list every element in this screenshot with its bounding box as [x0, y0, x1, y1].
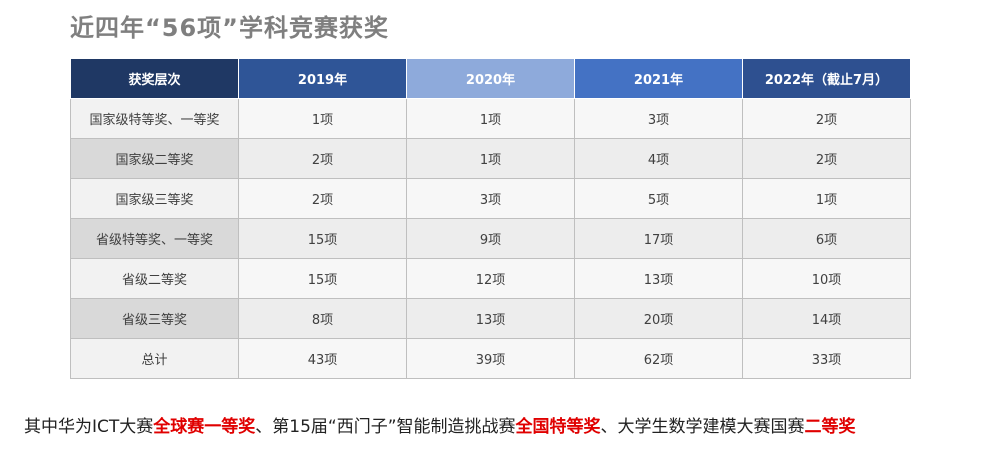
data-cell: 3项 — [406, 178, 575, 219]
table-row: 总计 43项 39项 62项 33项 — [70, 338, 911, 379]
data-cell: 15项 — [238, 258, 407, 299]
data-cell: 14项 — [742, 298, 911, 339]
data-cell: 20项 — [574, 298, 743, 339]
data-cell: 2项 — [238, 178, 407, 219]
data-cell: 3项 — [574, 98, 743, 139]
data-cell: 2项 — [742, 98, 911, 139]
table-row: 省级三等奖 8项 13项 20项 14项 — [70, 298, 911, 339]
data-cell: 1项 — [406, 138, 575, 179]
header-row: 获奖层次 2019年 2020年 2021年 2022年（截止7月） — [70, 58, 911, 99]
data-cell: 5项 — [574, 178, 743, 219]
table-row: 国家级二等奖 2项 1项 4项 2项 — [70, 138, 911, 179]
data-cell: 2项 — [742, 138, 911, 179]
data-cell: 15项 — [238, 218, 407, 259]
data-cell: 4项 — [574, 138, 743, 179]
highlight-text: 二等奖 — [804, 417, 856, 437]
footer-text: 、大学生数学建模大赛国赛 — [600, 417, 805, 437]
page-title: 近四年“56项”学科竞赛获奖 — [70, 14, 389, 42]
footer-note: 其中华为ICT大赛全球赛一等奖、第15届“西门子”智能制造挑战赛全国特等奖、大学… — [24, 412, 856, 437]
data-cell: 1项 — [742, 178, 911, 219]
header-cell: 2020年 — [406, 58, 575, 99]
highlight-text: 全国特等奖 — [515, 417, 601, 437]
header-cell: 2022年（截止7月） — [742, 58, 911, 99]
highlight-text: 全球赛一等奖 — [153, 417, 256, 437]
table-row: 省级特等奖、一等奖 15项 9项 17项 6项 — [70, 218, 911, 259]
header-cell: 2021年 — [574, 58, 743, 99]
data-cell: 10项 — [742, 258, 911, 299]
data-cell: 2项 — [238, 138, 407, 179]
data-cell: 12项 — [406, 258, 575, 299]
row-label: 国家级三等奖 — [70, 178, 239, 219]
data-cell: 13项 — [574, 258, 743, 299]
row-label: 国家级二等奖 — [70, 138, 239, 179]
data-cell: 1项 — [238, 98, 407, 139]
table-row: 国家级三等奖 2项 3项 5项 1项 — [70, 178, 911, 219]
data-cell: 13项 — [406, 298, 575, 339]
footer-text: 其中华为ICT大赛 — [24, 417, 154, 437]
row-label: 省级三等奖 — [70, 298, 239, 339]
data-cell: 6项 — [742, 218, 911, 259]
header-cell: 获奖层次 — [70, 58, 239, 99]
data-cell: 9项 — [406, 218, 575, 259]
data-cell: 62项 — [574, 338, 743, 379]
row-label: 国家级特等奖、一等奖 — [70, 98, 239, 139]
footer-text: 、第15届“西门子”智能制造挑战赛 — [255, 417, 516, 437]
row-label: 省级二等奖 — [70, 258, 239, 299]
table-body: 国家级特等奖、一等奖 1项 1项 3项 2项 国家级二等奖 2项 1项 4项 2项 国家级三等奖 2项… — [70, 98, 911, 379]
row-label: 总计 — [70, 338, 239, 379]
data-cell: 39项 — [406, 338, 575, 379]
header-cell: 2019年 — [238, 58, 407, 99]
data-cell: 17项 — [574, 218, 743, 259]
data-cell: 1项 — [406, 98, 575, 139]
table-header: 获奖层次 2019年 2020年 2021年 2022年（截止7月） — [70, 58, 911, 99]
table-row: 省级二等奖 15项 12项 13项 10项 — [70, 258, 911, 299]
data-cell: 8项 — [238, 298, 407, 339]
award-table: 获奖层次 2019年 2020年 2021年 2022年（截止7月） 国家级特等奖、一等… — [70, 58, 911, 379]
table-row: 国家级特等奖、一等奖 1项 1项 3项 2项 — [70, 98, 911, 139]
data-cell: 33项 — [742, 338, 911, 379]
row-label: 省级特等奖、一等奖 — [70, 218, 239, 259]
data-cell: 43项 — [238, 338, 407, 379]
